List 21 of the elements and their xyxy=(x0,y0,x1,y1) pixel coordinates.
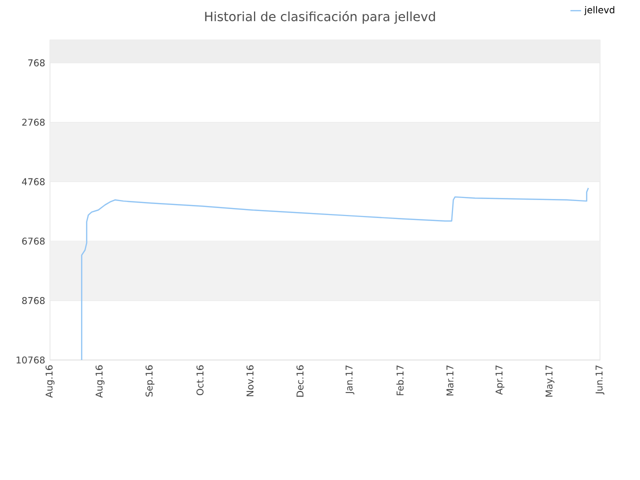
x-tick-label: May.17 xyxy=(546,366,554,397)
x-tick-label: Jun.17 xyxy=(596,366,604,395)
y-tick-label: 768 xyxy=(28,59,45,66)
x-tick-label: Oct.16 xyxy=(196,365,204,396)
chart-title: Historial de clasificación para jellevd xyxy=(205,10,435,24)
x-tick-label: Aug.16 xyxy=(96,365,104,398)
x-tick-label: Aug.16 xyxy=(46,365,54,398)
x-tick-label: Sep.16 xyxy=(146,365,154,397)
x-tick-label: Apr.17 xyxy=(496,366,504,395)
y-tick-label: 8768 xyxy=(22,297,45,304)
y-tick-label: 4768 xyxy=(22,178,45,186)
y-tick-label: 10768 xyxy=(16,356,45,364)
x-tick-label: Jan.17 xyxy=(346,366,354,394)
x-tick-label: Mar.17 xyxy=(446,366,454,396)
x-tick-label: Dec.16 xyxy=(296,365,304,397)
line-series xyxy=(81,187,589,361)
y-tick-label: 6768 xyxy=(22,238,45,245)
y-tick-label: 2768 xyxy=(22,118,45,126)
x-tick-label: Feb.17 xyxy=(396,366,404,396)
x-tick-label: Nov.16 xyxy=(246,365,254,396)
legend-label: jellevd xyxy=(584,6,614,16)
